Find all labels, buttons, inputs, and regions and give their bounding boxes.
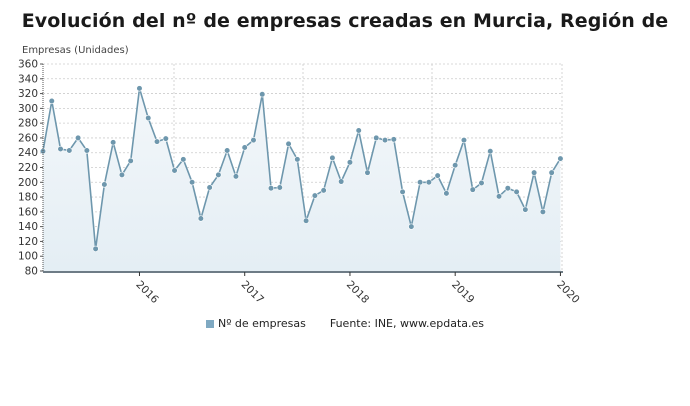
y-axis-label: Empresas (Unidades) — [22, 45, 129, 56]
svg-text:280: 280 — [18, 118, 38, 130]
svg-text:260: 260 — [18, 132, 38, 144]
svg-text:200: 200 — [18, 177, 38, 189]
data-markers — [39, 85, 564, 252]
svg-text:300: 300 — [18, 103, 38, 115]
legend-swatch-icon — [205, 319, 214, 328]
svg-text:240: 240 — [18, 147, 38, 159]
svg-text:2018: 2018 — [344, 279, 371, 306]
legend: Nº de empresas Fuente: INE, www.epdata.e… — [0, 317, 690, 330]
svg-text:100: 100 — [18, 251, 38, 263]
legend-series-label: Nº de empresas — [217, 317, 306, 330]
svg-text:140: 140 — [18, 221, 38, 233]
y-axis-ticks: 80 100 120 140 160 180 200 220 240 260 280 300 320 34… — [18, 59, 43, 278]
x-axis-ticks: 2016 2017 2018 2019 2020 — [133, 272, 582, 307]
svg-text:320: 320 — [18, 88, 38, 100]
svg-text:220: 220 — [18, 162, 38, 174]
chart-title: Evolución del nº de empresas creadas en … — [21, 10, 669, 32]
svg-text:2016: 2016 — [133, 279, 161, 307]
svg-text:340: 340 — [18, 73, 38, 85]
svg-text:180: 180 — [18, 192, 38, 204]
area-fill — [43, 88, 561, 272]
svg-text:80: 80 — [25, 266, 38, 278]
source-note: Fuente: INE, www.epdata.es — [329, 317, 484, 330]
svg-text:160: 160 — [18, 206, 38, 218]
axes — [42, 64, 563, 273]
svg-text:2017: 2017 — [239, 279, 266, 306]
svg-text:120: 120 — [18, 236, 38, 248]
svg-text:360: 360 — [18, 59, 38, 71]
svg-text:2020: 2020 — [554, 279, 581, 306]
svg-text:2019: 2019 — [449, 279, 476, 306]
